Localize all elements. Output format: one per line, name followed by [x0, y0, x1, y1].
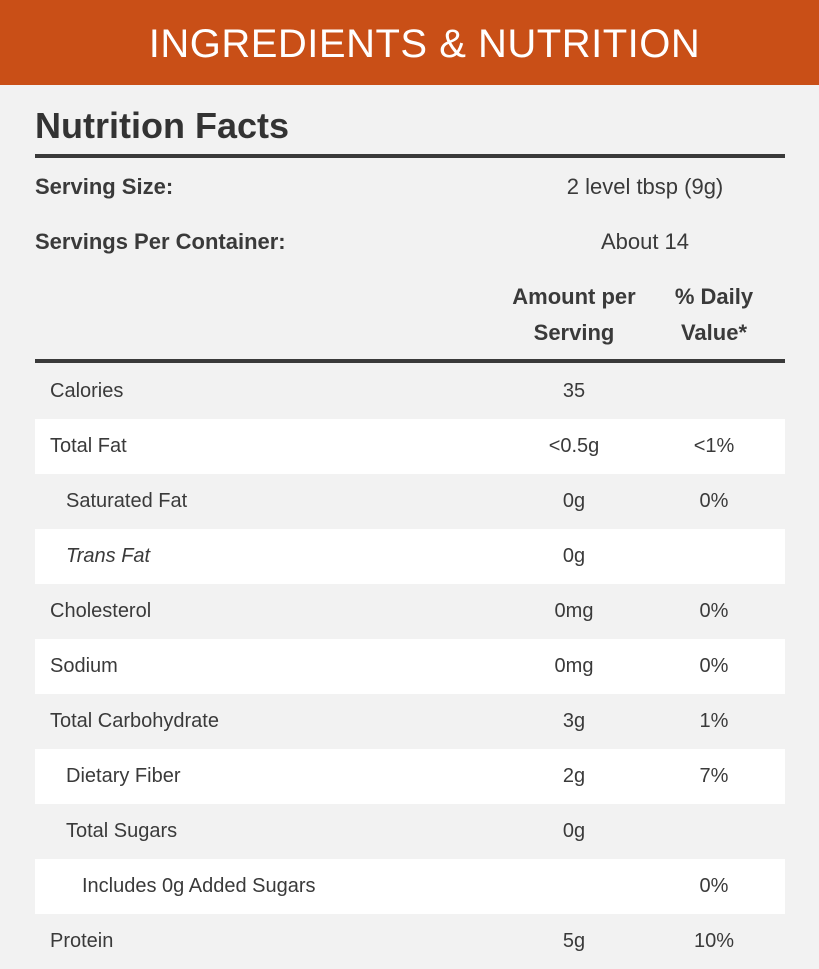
nutrient-amount: 0g: [562, 545, 586, 567]
serving-size-value: 2 level tbsp (9g): [566, 174, 724, 199]
nutrient-row-trans-fat: Trans Fat 0g: [35, 529, 785, 584]
amount-header-line1: Amount per: [512, 284, 636, 309]
title-divider: [35, 154, 785, 158]
nutrient-name: Saturated Fat: [66, 490, 188, 512]
section-banner: INGREDIENTS & NUTRITION: [0, 0, 819, 85]
nutrient-name: Includes 0g Added Sugars: [82, 875, 316, 897]
nutrient-row-total-carbohydrate: Total Carbohydrate 3g 1%: [35, 694, 785, 749]
nutrient-name: Dietary Fiber: [66, 765, 181, 787]
header-divider: [35, 359, 785, 363]
daily-header-line1: % Daily: [674, 284, 754, 309]
nutrient-daily-value: 1%: [699, 710, 729, 732]
nutrient-daily-value: 10%: [693, 930, 735, 952]
nutrient-daily-value: 0%: [699, 490, 729, 512]
nutrient-name: Calories: [50, 380, 124, 402]
amount-per-serving-header: Amount per Serving: [499, 279, 649, 351]
nutrient-name: Sodium: [50, 655, 118, 677]
nutrient-daily-value: 7%: [699, 765, 729, 787]
nutrient-name: Cholesterol: [50, 600, 152, 622]
nutrient-row-sodium: Sodium 0mg 0%: [35, 639, 785, 694]
amount-header-line2: Serving: [533, 320, 615, 345]
nutrient-row-cholesterol: Cholesterol 0mg 0%: [35, 584, 785, 639]
nutrient-row-calories: Calories 35: [35, 364, 785, 419]
nutrient-amount: 2g: [562, 765, 586, 787]
nutrient-amount: 0mg: [554, 655, 594, 677]
nutrient-row-dietary-fiber: Dietary Fiber 2g 7%: [35, 749, 785, 804]
nutrient-row-total-sugars: Total Sugars 0g: [35, 804, 785, 859]
nutrient-amount: 0mg: [554, 600, 594, 622]
nutrient-name: Total Carbohydrate: [50, 710, 219, 732]
servings-per-container-row: Servings Per Container: About 14: [35, 227, 785, 257]
nutrient-name: Trans Fat: [66, 545, 151, 567]
nutrient-name: Protein: [50, 930, 114, 952]
nutrient-amount: 0g: [562, 490, 586, 512]
nutrient-row-added-sugars: Includes 0g Added Sugars 0%: [35, 859, 785, 914]
nutrient-daily-value: 0%: [699, 600, 729, 622]
nutrient-name: Total Sugars: [66, 820, 178, 842]
daily-value-header: % Daily Value*: [649, 279, 779, 351]
nutrient-amount: 3g: [562, 710, 586, 732]
servings-per-container-label: Servings Per Container:: [35, 229, 286, 254]
nutrient-amount: 5g: [562, 930, 586, 952]
nutrition-facts-title: Nutrition Facts: [35, 105, 290, 146]
nutrient-table: Calories 35 Total Fat <0.5g <1% Saturate…: [35, 364, 785, 969]
daily-header-line2: Value*: [680, 320, 748, 345]
nutrient-amount: <0.5g: [548, 435, 600, 457]
serving-size-label: Serving Size:: [35, 174, 174, 199]
nutrient-row-protein: Protein 5g 10%: [35, 914, 785, 969]
nutrient-daily-value: 0%: [699, 875, 729, 897]
nutrient-row-saturated-fat: Saturated Fat 0g 0%: [35, 474, 785, 529]
banner-title: INGREDIENTS & NUTRITION: [148, 22, 701, 66]
nutrient-daily-value: 0%: [699, 655, 729, 677]
nutrient-amount: 0g: [562, 820, 586, 842]
serving-size-row: Serving Size: 2 level tbsp (9g): [35, 172, 785, 202]
nutrient-daily-value: <1%: [693, 435, 735, 457]
nutrient-row-total-fat: Total Fat <0.5g <1%: [35, 419, 785, 474]
servings-per-container-value: About 14: [600, 229, 690, 254]
nutrient-amount: 35: [562, 380, 586, 402]
nutrient-name: Total Fat: [50, 435, 127, 457]
